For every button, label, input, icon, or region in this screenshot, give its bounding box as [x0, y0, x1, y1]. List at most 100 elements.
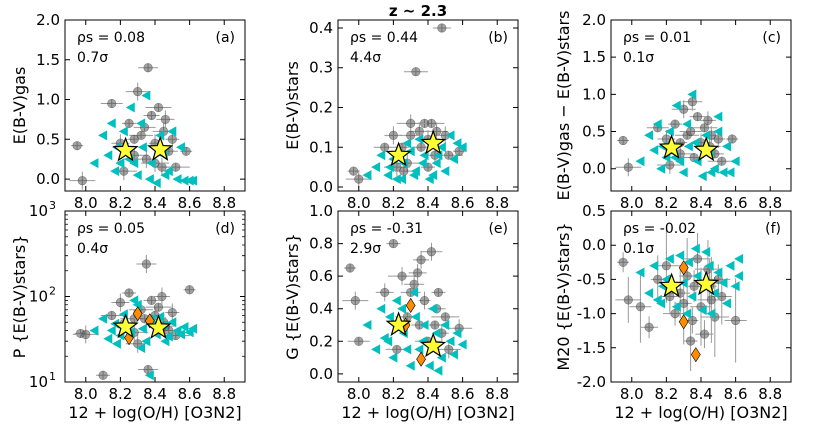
panel-b: 8.0 8.2 8.4 8.6 8.8 0.0 0.1 0.2 0.3 0.4 (b) ρs = 0.… [283, 19, 519, 212]
yellow-star [658, 134, 685, 160]
y-tick-label: 0.5 [582, 202, 606, 220]
gray-point [413, 268, 423, 278]
gray-point [124, 118, 134, 128]
cyan-triangle [118, 126, 128, 137]
cyan-triangle [440, 166, 450, 177]
x-tick-label: 8.6 [178, 194, 202, 212]
cyan-triangle [664, 126, 674, 137]
cyan-triangle [644, 288, 654, 299]
cyan-triangle [445, 336, 455, 347]
cyan-triangle [410, 311, 420, 322]
yellow-star [385, 141, 412, 167]
cyan-triangle [98, 313, 108, 324]
cyan-triangle [713, 126, 723, 137]
cyan-triangle [132, 170, 142, 181]
cyan-triangle [706, 167, 716, 178]
gray-point [670, 119, 680, 129]
cyan-triangle [718, 277, 728, 288]
gray-point [699, 123, 710, 133]
cyan-triangle [144, 370, 154, 381]
yellow-star [145, 314, 172, 339]
cyan-triangle [160, 336, 170, 347]
panel-letter: (a) [215, 30, 235, 46]
cyan-triangle [163, 331, 173, 342]
cyan-triangle [431, 328, 441, 339]
yellow-star [420, 332, 447, 358]
gray-point [146, 295, 157, 306]
cyan-triangle [167, 126, 177, 137]
x-tick-label: 8.0 [620, 385, 644, 403]
cyan-triangle [376, 150, 386, 161]
gray-point [115, 297, 125, 308]
y-axis-label: E(B-V)stars [283, 61, 302, 150]
cyan-triangle [414, 134, 424, 145]
gray-point [692, 112, 703, 122]
gray-point [146, 110, 157, 121]
gray-point [98, 370, 108, 380]
y-tick-label: -2.0 [577, 373, 606, 391]
sigma-label: 0.4σ [77, 241, 108, 257]
cyan-triangle [718, 167, 728, 178]
x-tick-label: 8.0 [347, 385, 371, 403]
gray-point [354, 174, 364, 184]
cyan-triangle [692, 270, 702, 281]
cyan-triangle [397, 174, 407, 185]
gray-point [345, 263, 355, 273]
gray-point [430, 320, 440, 330]
gray-point [185, 285, 195, 295]
y-tick-label: 1.0 [309, 202, 333, 220]
x-tick-label: 8.6 [451, 385, 475, 403]
gray-point [717, 156, 727, 166]
gray-point [416, 142, 426, 152]
cyan-triangle [697, 305, 707, 316]
cyan-triangle [376, 303, 386, 314]
y-tick-label: 0.3 [309, 59, 333, 77]
cyan-triangle [106, 325, 116, 336]
cyan-triangle [362, 170, 372, 181]
cyan-triangle [111, 338, 121, 349]
gray-point [440, 312, 450, 322]
cyan-triangle [155, 311, 165, 322]
yellow-star [693, 136, 720, 162]
gray-point [107, 310, 117, 321]
plot-area-f [615, 228, 747, 371]
y-tick-label: 10 [29, 202, 48, 220]
cyan-triangle [730, 156, 740, 167]
gray-point [433, 287, 443, 298]
cyan-triangle [106, 118, 116, 129]
x-tick-label: 8.4 [689, 194, 713, 212]
cyan-triangle [452, 138, 462, 149]
cyan-triangle [141, 90, 151, 101]
cyan-triangle [188, 323, 198, 334]
x-tick-label: 8.0 [620, 194, 644, 212]
x-tick-label: 8.4 [416, 385, 440, 403]
cyan-triangle [452, 328, 462, 339]
y-tick-label: 0.5 [582, 123, 606, 141]
gray-point [444, 344, 454, 355]
x-tick-label: 8.8 [212, 194, 236, 212]
y-axis-label: P {E(B-V)stars} [10, 235, 29, 359]
cyan-triangle [652, 119, 662, 130]
gray-point [133, 86, 143, 97]
cyan-triangle [664, 253, 674, 264]
x-tick-label: 8.6 [724, 194, 748, 212]
y-tick-label: 0.0 [582, 160, 606, 178]
x-axis-label: 12 + log(O/H) [O3N2] [68, 403, 241, 422]
plot-area-a [69, 63, 198, 190]
gray-point [426, 247, 437, 257]
panel-letter: (d) [215, 221, 235, 237]
cyan-triangle [103, 333, 113, 344]
y-axis-label: G {E(B-V)stars} [283, 233, 302, 360]
cyan-triangle [103, 150, 113, 161]
cyan-triangle [682, 119, 692, 130]
cyan-triangle [383, 170, 393, 181]
y-tick-label: 1.5 [36, 51, 60, 69]
cyan-triangle [697, 171, 707, 182]
plot-area-c [615, 89, 740, 182]
cyan-triangle [125, 102, 135, 113]
cyan-triangle [433, 365, 443, 376]
panel-letter: (b) [488, 30, 508, 46]
cyan-triangle [175, 142, 185, 153]
x-tick-label: 8.6 [178, 385, 202, 403]
y-tick-label: 0.6 [309, 267, 333, 285]
